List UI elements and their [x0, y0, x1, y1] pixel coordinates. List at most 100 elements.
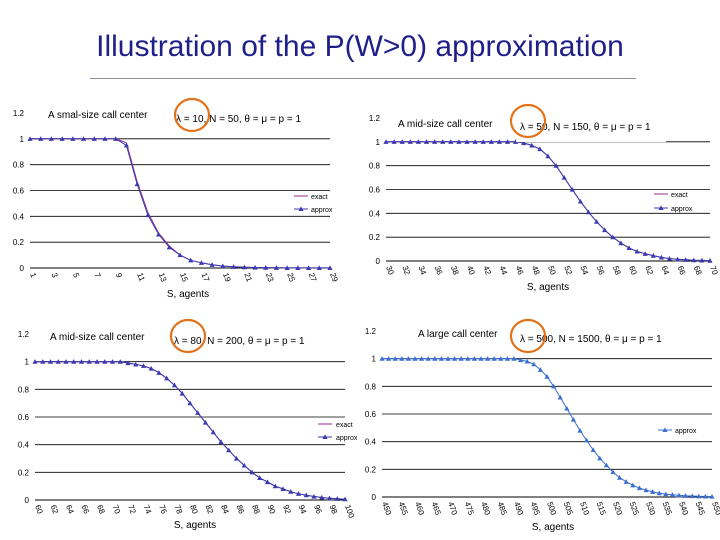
title-divider: [90, 78, 636, 79]
data-point-approx: [585, 209, 592, 215]
data-point-approx: [504, 139, 511, 144]
data-point-approx: [452, 356, 458, 361]
x-tick-label: 66: [80, 504, 92, 516]
data-point-approx: [498, 356, 504, 361]
data-point-approx: [386, 356, 392, 361]
legend-label-exact: exact: [336, 422, 353, 429]
x-tick-label: 11: [135, 272, 146, 283]
data-point-approx: [610, 469, 616, 475]
x-tick-label: 25: [285, 272, 297, 284]
x-tick-label: 70: [708, 265, 720, 277]
data-point-approx: [709, 493, 715, 499]
data-point-approx: [472, 139, 478, 144]
x-tick-label: 520: [611, 501, 624, 517]
legend-label-approx: approx: [671, 206, 693, 213]
x-tick-label: 5: [71, 272, 81, 280]
data-point-approx: [626, 245, 632, 250]
x-tick-label: 54: [579, 265, 591, 277]
data-point-approx: [47, 359, 54, 364]
x-tick-label: 9: [114, 272, 124, 280]
data-point-approx: [440, 139, 446, 144]
y-tick-label: 0.8: [13, 161, 25, 170]
data-point-approx: [415, 139, 421, 144]
data-point-approx: [241, 264, 247, 270]
x-tick-label: 3: [50, 272, 60, 280]
x-axis-label: S, agents: [167, 289, 209, 300]
x-tick-label: 545: [694, 501, 707, 517]
data-point-approx: [102, 359, 108, 364]
x-tick-label: 495: [529, 501, 542, 517]
x-tick-label: 48: [530, 265, 542, 277]
formula-text: λ = 500, N = 1500, θ = μ = p = 1: [520, 334, 662, 345]
data-point-approx: [569, 186, 575, 192]
x-tick-label: 34: [417, 265, 429, 277]
data-point-approx: [140, 363, 147, 368]
data-point-approx: [342, 496, 348, 502]
data-point-approx: [40, 359, 46, 364]
data-point-approx: [179, 390, 185, 396]
data-point-approx: [117, 359, 123, 364]
x-tick-label: 550: [710, 501, 720, 517]
data-point-approx: [650, 489, 656, 494]
x-tick-label: 515: [595, 501, 608, 517]
x-tick-label: 78: [173, 504, 185, 516]
data-point-approx: [59, 136, 65, 141]
chart-title: A mid-size call center: [398, 119, 493, 130]
data-point-approx: [577, 198, 583, 204]
x-axis-label: S, agents: [532, 522, 574, 533]
x-tick-label: 480: [479, 501, 492, 517]
data-point-approx: [187, 400, 193, 406]
data-point-approx: [55, 359, 61, 364]
data-point-approx: [521, 140, 527, 146]
data-point-approx: [561, 174, 567, 180]
data-point-approx: [125, 360, 131, 366]
data-point-approx: [379, 356, 385, 361]
data-point-approx: [70, 136, 76, 141]
legend-label-exact: exact: [311, 194, 328, 201]
x-tick-label: 80: [188, 504, 200, 516]
x-tick-label: 500: [545, 501, 558, 517]
data-point-approx: [241, 462, 247, 468]
y-tick-label: 0.2: [18, 468, 30, 477]
x-tick-label: 15: [178, 272, 190, 284]
x-tick-label: 13: [157, 272, 169, 284]
data-point-approx: [38, 136, 44, 141]
x-tick-label: 29: [328, 272, 340, 284]
x-tick-label: 36: [433, 265, 445, 277]
x-tick-label: 17: [200, 272, 212, 284]
formula-box: [170, 322, 320, 358]
x-tick-label: 60: [627, 265, 639, 277]
x-tick-label: 19: [221, 272, 233, 284]
highlight-circle: [509, 318, 547, 354]
data-point-approx: [133, 361, 139, 367]
data-point-approx: [27, 136, 33, 141]
data-point-approx: [145, 212, 151, 218]
y-tick-label: 1: [372, 355, 377, 364]
x-tick-label: 450: [380, 501, 393, 517]
data-point-approx: [80, 136, 87, 141]
data-point-approx: [518, 357, 524, 363]
x-tick-label: 64: [660, 265, 672, 277]
x-tick-label: 465: [430, 501, 443, 517]
highlight-circle: [173, 97, 211, 133]
x-tick-label: 100: [343, 504, 356, 520]
x-tick-label: 62: [49, 504, 61, 516]
data-point-approx: [166, 244, 172, 250]
data-point-approx: [218, 439, 224, 444]
data-point-approx: [252, 264, 258, 270]
legend-marker-approx: [298, 206, 304, 211]
data-point-approx: [597, 455, 603, 461]
x-tick-label: 475: [463, 501, 476, 517]
data-point-approx: [707, 258, 713, 263]
data-point-approx: [544, 374, 550, 379]
x-tick-label: 86: [235, 504, 247, 516]
data-point-approx: [702, 493, 708, 499]
data-point-approx: [570, 416, 576, 422]
data-point-approx: [511, 356, 517, 361]
x-tick-label: 46: [514, 265, 526, 277]
data-point-approx: [399, 356, 405, 361]
data-point-approx: [233, 455, 240, 461]
data-point-approx: [524, 358, 530, 364]
data-point-approx: [425, 356, 431, 361]
